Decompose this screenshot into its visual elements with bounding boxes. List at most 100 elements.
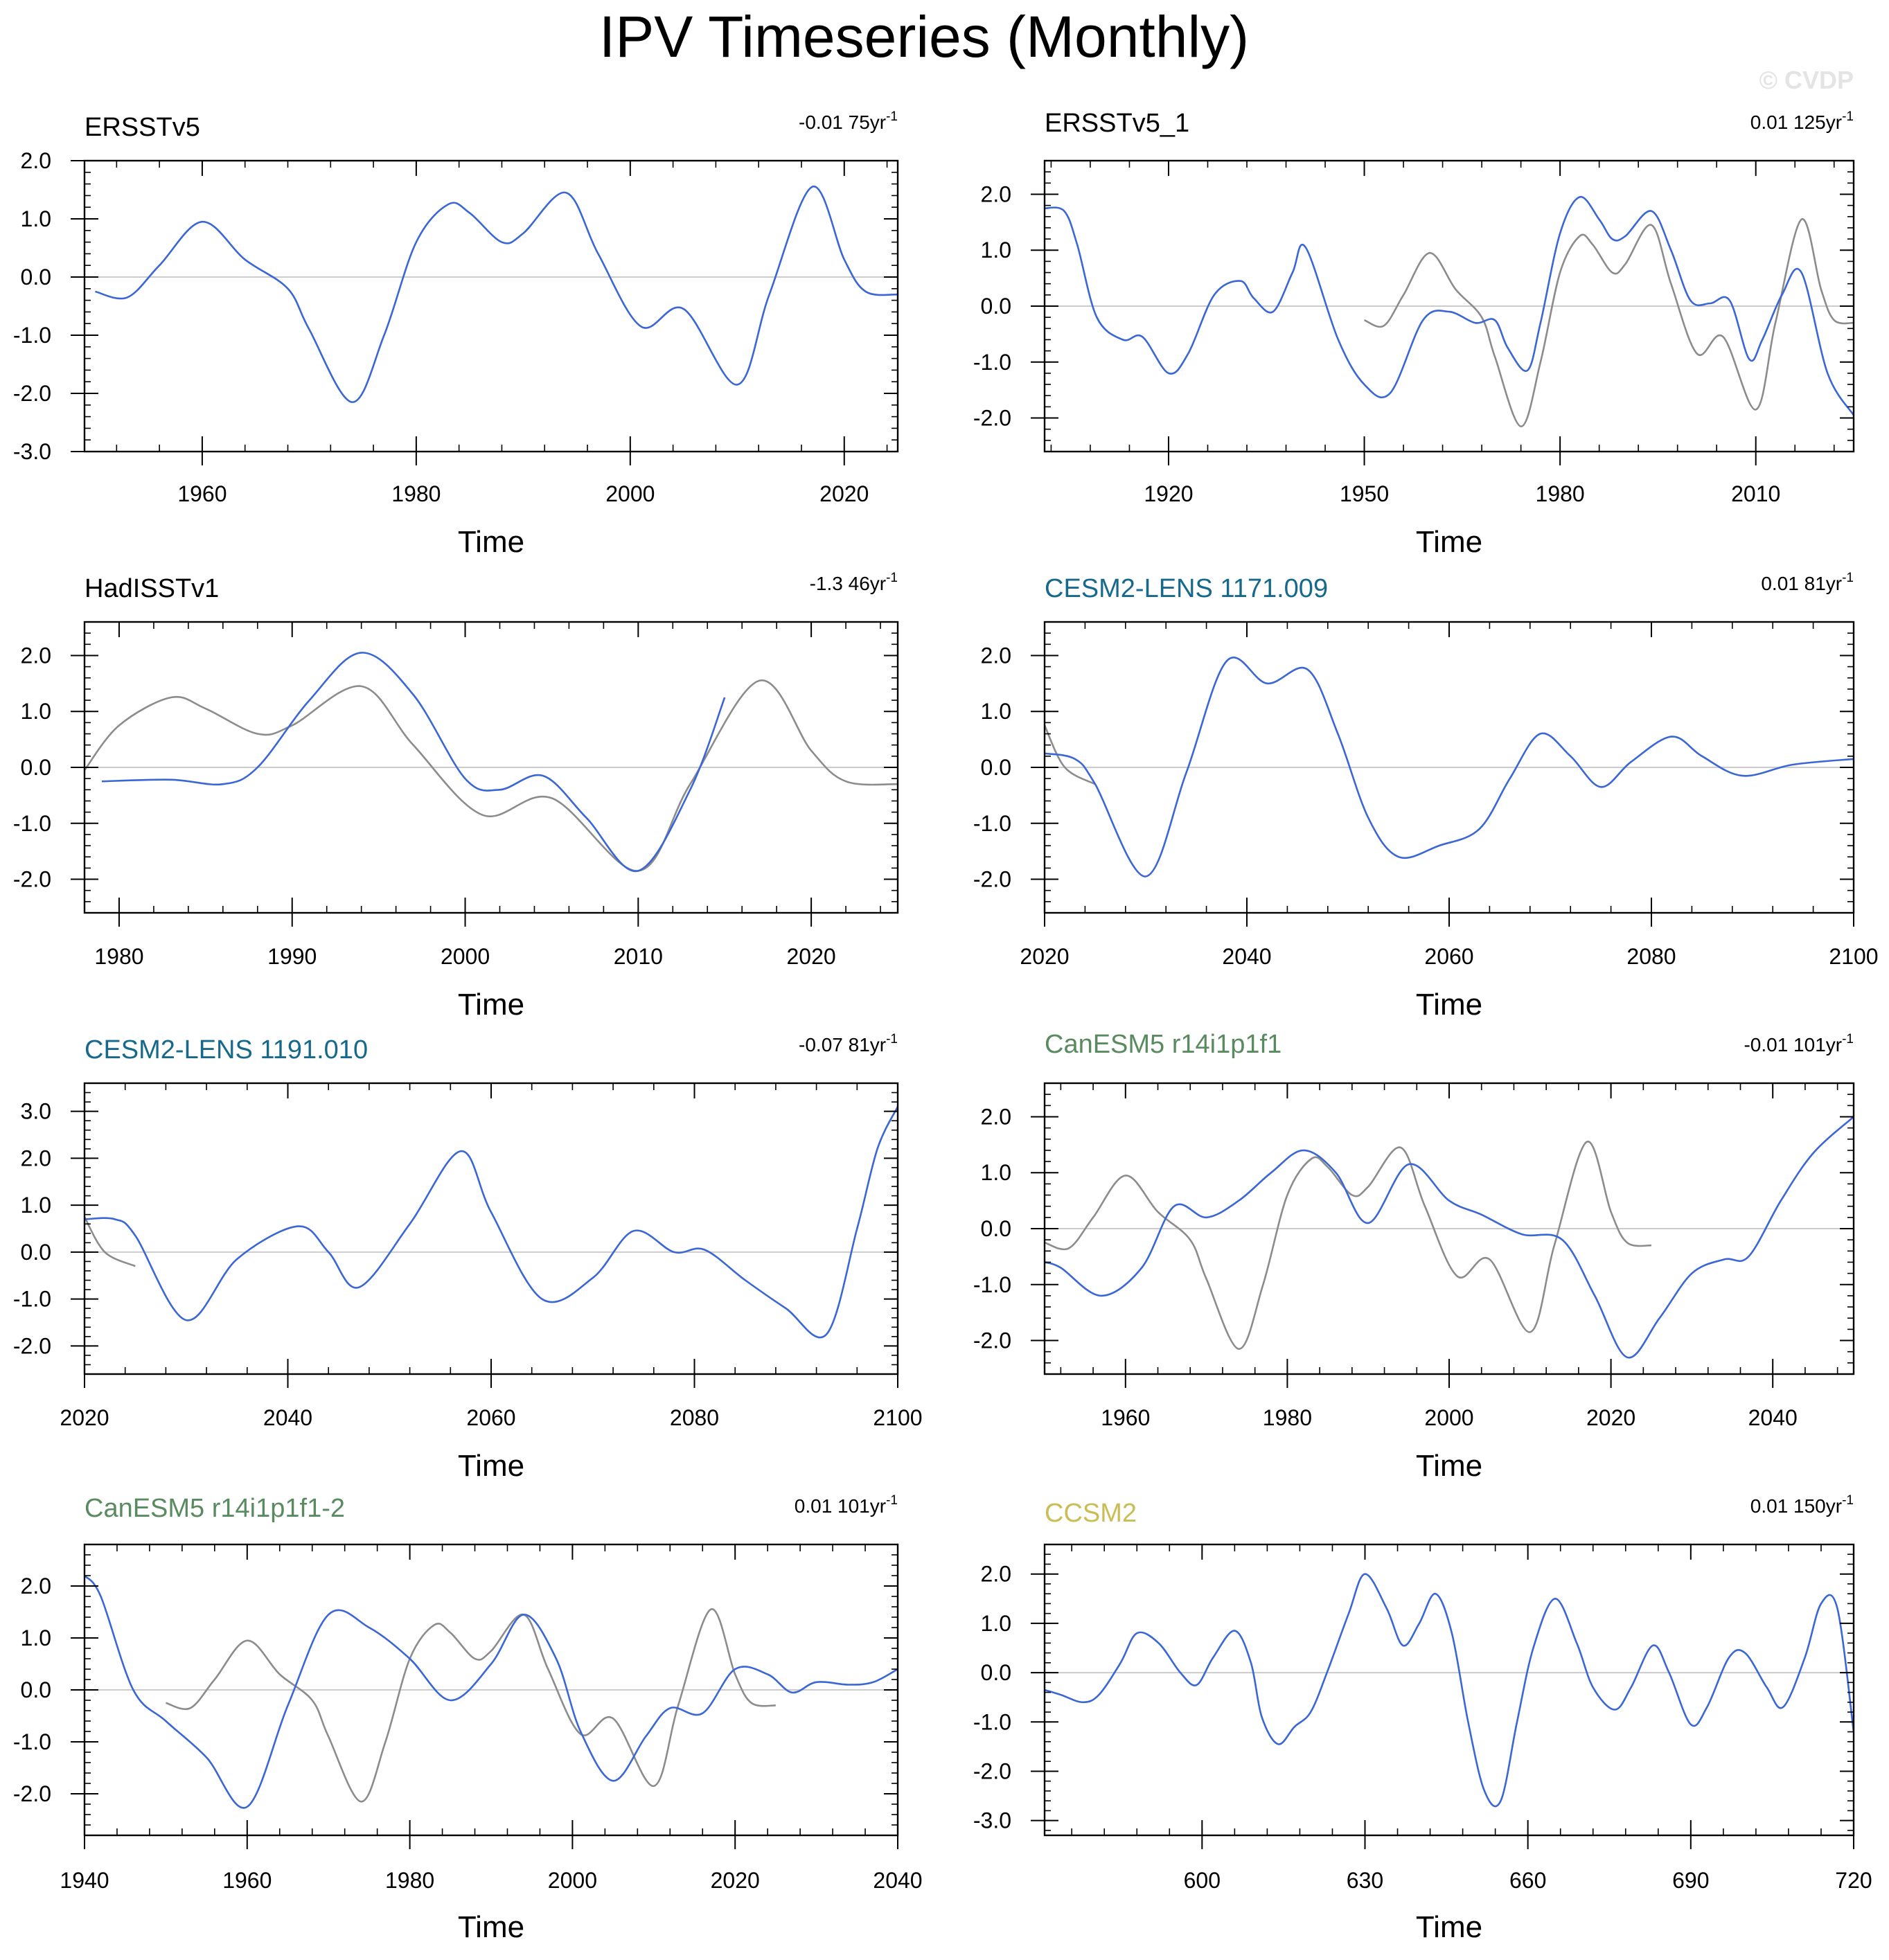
x-tick-label: 1920	[1144, 481, 1193, 506]
series-line-ersstv5	[95, 186, 898, 403]
x-tick-label: 2000	[1424, 1405, 1473, 1430]
x-tick-label: 1960	[1101, 1405, 1150, 1430]
trend-annotation: -0.01 75yr-1	[799, 109, 898, 133]
trend-exponent: -1	[1842, 571, 1854, 585]
x-tick-label: 2040	[1222, 944, 1271, 969]
x-tick-label: 2060	[466, 1405, 515, 1430]
panel-cesm2_1171: 2020 2040 2060 2080 2100 -2.0 -1.0 0.0 1.0 2.0 CES…	[973, 571, 1879, 1022]
y-tick-label: -2.0	[13, 867, 51, 892]
y-tick-label: 2.0	[21, 148, 51, 173]
x-tick-label: 1990	[267, 944, 317, 969]
x-axis-label: Time	[458, 525, 524, 559]
trend-annotation: -0.07 81yr-1	[799, 1032, 898, 1055]
x-tick-label: 2060	[1424, 944, 1473, 969]
x-tick-label: 1980	[94, 944, 143, 969]
trend-annotation: 0.01 101yr-1	[795, 1493, 898, 1517]
x-tick-label: 1980	[1263, 1405, 1312, 1430]
y-tick-label: 1.0	[21, 206, 51, 231]
y-tick-label: -2.0	[973, 1328, 1011, 1353]
figure-title: IPV Timeseries (Monthly)	[599, 4, 1249, 69]
y-tick-label: -3.0	[973, 1808, 1011, 1833]
x-tick-label: 2040	[1748, 1405, 1798, 1430]
panel-title: CCSM2	[1045, 1499, 1137, 1528]
x-tick-label: 2020	[711, 1868, 760, 1893]
y-tick-label: -2.0	[973, 1758, 1011, 1783]
panel-title: ERSSTv5	[85, 113, 200, 142]
y-tick-label: -2.0	[973, 867, 1011, 892]
y-tick-label: 0.0	[21, 755, 51, 780]
x-axis-label: Time	[1416, 988, 1482, 1022]
x-axis-label: Time	[458, 1449, 524, 1483]
plot-frame	[83, 1082, 899, 1375]
y-tick-label: -1.0	[973, 1272, 1011, 1297]
y-tick-label: 0.0	[21, 1240, 51, 1265]
x-tick-label: 2000	[441, 944, 490, 969]
y-tick-label: 0.0	[981, 1660, 1011, 1685]
x-tick-label: 2020	[819, 481, 869, 506]
trend-exponent: -1	[886, 1493, 898, 1508]
y-tick-label: -1.0	[973, 1709, 1011, 1734]
trend-value: 0.01 125yr	[1750, 112, 1842, 133]
y-tick-label: -1.0	[973, 350, 1011, 375]
panel-title: ERSSTv5_1	[1045, 109, 1189, 138]
trend-value: -0.01 75yr	[799, 112, 886, 133]
x-tick-label: 720	[1835, 1868, 1872, 1893]
y-tick-label: 1.0	[981, 1611, 1011, 1636]
y-tick-label: -2.0	[13, 1781, 51, 1806]
y-tick-label: 3.0	[21, 1099, 51, 1124]
x-tick-label: 1950	[1340, 481, 1389, 506]
x-tick-label: 660	[1509, 1868, 1546, 1893]
y-tick-label: 1.0	[21, 1193, 51, 1218]
x-tick-label: 2080	[670, 1405, 719, 1430]
x-tick-label: 1960	[222, 1868, 272, 1893]
panel-canesm5_r14_2: 1940 1960 1980 2000 2020 2040 -2.0 -1.0 0.0 1.0 2.…	[13, 1493, 923, 1944]
x-tick-label: 2100	[873, 1405, 922, 1430]
x-tick-label: 1980	[385, 1868, 434, 1893]
y-tick-label: -1.0	[13, 1287, 51, 1312]
panel-canesm5_r14: 1960 1980 2000 2020 2040 -2.0 -1.0 0.0 1.0 2.0 Can…	[973, 1030, 1855, 1483]
x-tick-label: 2000	[548, 1868, 597, 1893]
trend-annotation: -1.3 46yr-1	[810, 571, 898, 594]
trend-value: -0.07 81yr	[799, 1034, 886, 1055]
series-line-ersstv5	[166, 1608, 777, 1803]
x-tick-label: 2040	[873, 1868, 922, 1893]
trend-value: 0.01 150yr	[1750, 1495, 1842, 1517]
y-tick-label: -1.0	[973, 811, 1011, 836]
series-line-ersstv5	[1045, 1141, 1652, 1350]
y-tick-label: 2.0	[21, 643, 51, 668]
y-tick-label: 2.0	[21, 1574, 51, 1598]
trend-exponent: -1	[886, 109, 898, 124]
series-line-canesm5-r14i1p1f1	[1045, 1116, 1854, 1359]
trend-exponent: -1	[1842, 109, 1854, 124]
panel-title: CanESM5 r14i1p1f1	[1045, 1030, 1281, 1059]
y-tick-label: 1.0	[981, 699, 1011, 724]
y-tick-label: 0.0	[21, 265, 51, 289]
y-tick-label: 2.0	[981, 1562, 1011, 1587]
trend-value: -1.3 46yr	[810, 573, 887, 594]
panel-title: CanESM5 r14i1p1f1-2	[85, 1494, 345, 1523]
x-axis-label: Time	[1416, 525, 1482, 559]
y-tick-label: -1.0	[13, 323, 51, 348]
trend-exponent: -1	[1842, 1493, 1854, 1508]
y-tick-label: 0.0	[981, 294, 1011, 319]
trend-exponent: -1	[1842, 1032, 1854, 1046]
x-tick-label: 2020	[1020, 944, 1069, 969]
panel-title: CESM2-LENS 1191.010	[85, 1035, 368, 1064]
x-tick-label: 1960	[177, 481, 227, 506]
x-tick-label: 690	[1672, 1868, 1709, 1893]
y-tick-label: 2.0	[21, 1146, 51, 1170]
plot-frame	[83, 159, 899, 453]
y-tick-label: -2.0	[13, 1333, 51, 1358]
series-line-ersstv5	[85, 1216, 136, 1267]
trend-exponent: -1	[886, 571, 898, 585]
y-tick-label: -2.0	[973, 406, 1011, 431]
y-tick-label: 2.0	[981, 181, 1011, 206]
x-tick-label: 1980	[1536, 481, 1585, 506]
panel-hadisstv1: 1980 1990 2000 2010 2020 -2.0 -1.0 0.0 1.0 2.0 Had…	[13, 571, 899, 1022]
x-tick-label: 1940	[60, 1868, 109, 1893]
x-tick-label: 2020	[1586, 1405, 1635, 1430]
panel-cesm2_1191: 2020 2040 2060 2080 2100 -2.0 -1.0 0.0 1.0 2.0 3.0…	[13, 1032, 923, 1483]
series-line-ersstv5	[85, 679, 898, 872]
trend-annotation: 0.01 150yr-1	[1750, 1493, 1854, 1517]
x-tick-label: 2000	[605, 481, 655, 506]
